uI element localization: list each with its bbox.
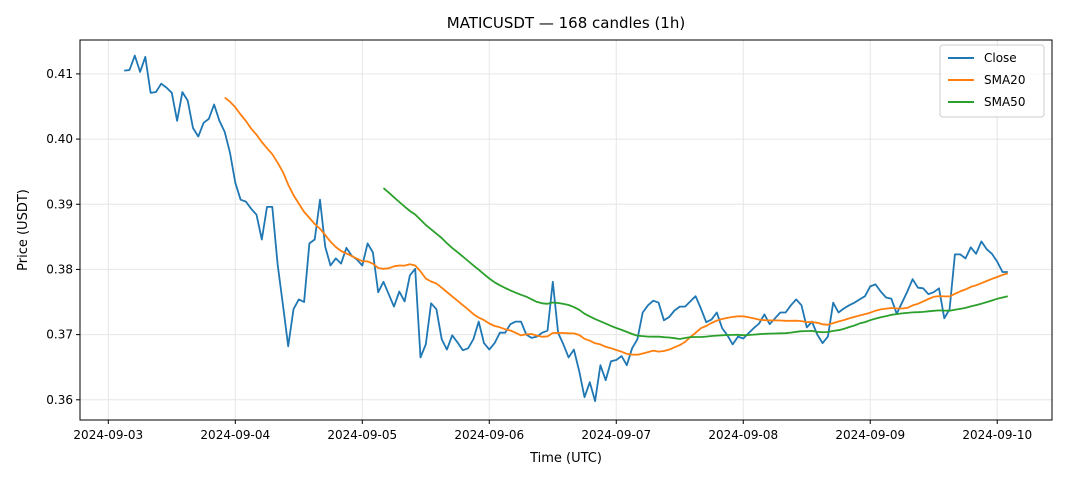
legend-label-close: Close: [984, 51, 1017, 65]
x-axis-label: Time (UTC): [529, 451, 602, 466]
x-tick-label: 2024-09-08: [708, 428, 778, 442]
series-line-sma50: [382, 187, 1009, 340]
series-lines: [124, 54, 1009, 403]
x-tick-label: 2024-09-10: [962, 428, 1032, 442]
y-tick-label: 0.38: [46, 262, 73, 276]
legend-label-sma20: SMA20: [984, 73, 1025, 87]
x-tick-label: 2024-09-09: [835, 428, 905, 442]
x-tick-label: 2024-09-05: [327, 428, 397, 442]
legend-box: [939, 44, 1045, 118]
y-axis-label: Price (USDT): [16, 189, 31, 271]
plot-frame: [79, 39, 1053, 421]
y-tick-label: 0.37: [46, 328, 73, 342]
y-tick-label: 0.41: [46, 67, 73, 81]
x-tick-label: 2024-09-04: [200, 428, 270, 442]
y-tick-label: 0.39: [46, 197, 73, 211]
series-line-sma20: [224, 96, 1009, 356]
legend: Close SMA20 SMA50: [939, 44, 1045, 118]
x-axis: 2024-09-03 2024-09-04 2024-09-05 2024-09-06…: [73, 420, 1032, 442]
grid: [80, 40, 1052, 420]
series-line-close: [124, 54, 1008, 403]
x-tick-label: 2024-09-07: [581, 428, 651, 442]
y-tick-label: 0.40: [46, 132, 73, 146]
x-tick-label: 2024-09-03: [73, 428, 143, 442]
legend-label-sma50: SMA50: [984, 95, 1025, 109]
chart-title: MATICUSDT — 168 candles (1h): [447, 14, 685, 32]
y-tick-label: 0.36: [46, 393, 73, 407]
x-tick-label: 2024-09-06: [454, 428, 524, 442]
y-axis: 0.36 0.37 0.38 0.39 0.40 0.41: [46, 67, 80, 407]
